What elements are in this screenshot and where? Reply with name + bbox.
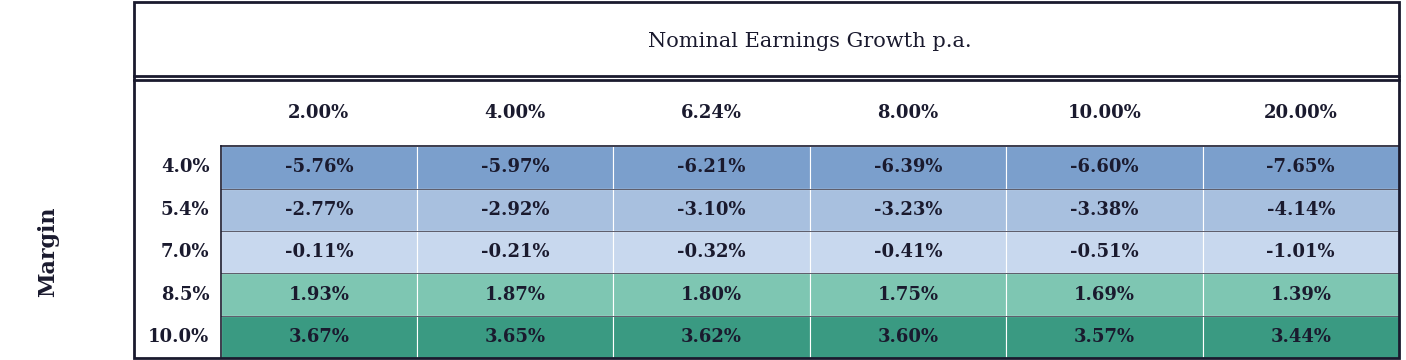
Bar [1202,316,1399,358]
Text: 3.57%: 3.57% [1074,328,1135,346]
Text: 1.39%: 1.39% [1270,285,1331,303]
Text: -6.60%: -6.60% [1070,158,1139,176]
Text: 8.00%: 8.00% [877,104,939,122]
Text: -2.92%: -2.92% [481,201,550,219]
Text: -1.01%: -1.01% [1267,243,1336,261]
Bar [1007,316,1202,358]
Bar [1202,273,1399,316]
Bar [1007,146,1202,189]
Text: Nominal Earnings Growth p.a.: Nominal Earnings Growth p.a. [648,32,972,50]
Bar [134,2,1399,80]
Bar [221,231,418,273]
Bar [221,316,418,358]
Bar [418,189,613,231]
Text: -5.97%: -5.97% [481,158,550,176]
Text: -0.11%: -0.11% [284,243,353,261]
Bar [221,146,418,189]
Bar [418,316,613,358]
Text: 8.5%: 8.5% [160,285,209,303]
Bar [1202,189,1399,231]
Text: 1.69%: 1.69% [1074,285,1135,303]
Text: 3.44%: 3.44% [1270,328,1331,346]
Text: 3.67%: 3.67% [288,328,350,346]
Text: -2.77%: -2.77% [284,201,353,219]
Bar [1007,231,1202,273]
Text: -0.21%: -0.21% [481,243,550,261]
Bar [221,189,418,231]
Bar [810,273,1007,316]
Text: 3.62%: 3.62% [681,328,742,346]
Bar [613,146,810,189]
Text: 1.93%: 1.93% [288,285,350,303]
Text: -0.32%: -0.32% [678,243,747,261]
Text: -6.21%: -6.21% [678,158,747,176]
Text: -3.23%: -3.23% [873,201,942,219]
Bar [1202,146,1399,189]
Bar [613,189,810,231]
Text: 1.87%: 1.87% [485,285,546,303]
Text: 10.0%: 10.0% [148,328,209,346]
Text: -7.65%: -7.65% [1267,158,1336,176]
Bar [810,146,1007,189]
Bar [134,80,1399,146]
Text: 6.24%: 6.24% [681,104,742,122]
Text: 4.00%: 4.00% [485,104,546,122]
Text: 1.80%: 1.80% [681,285,742,303]
Text: -4.14%: -4.14% [1267,201,1336,219]
Bar [613,273,810,316]
Text: -3.38%: -3.38% [1070,201,1139,219]
Bar [418,146,613,189]
Text: -0.41%: -0.41% [873,243,942,261]
Bar [613,231,810,273]
Text: 20.00%: 20.00% [1264,104,1337,122]
Bar [221,273,418,316]
Text: 10.00%: 10.00% [1067,104,1142,122]
Text: -0.51%: -0.51% [1070,243,1139,261]
Bar [613,316,810,358]
Bar [1007,273,1202,316]
Text: -3.10%: -3.10% [678,201,747,219]
Text: 5.4%: 5.4% [160,201,209,219]
Text: 1.75%: 1.75% [877,285,939,303]
Text: 2.00%: 2.00% [288,104,350,122]
Text: 4.0%: 4.0% [160,158,209,176]
Text: 3.65%: 3.65% [485,328,546,346]
Bar [810,231,1007,273]
Bar [810,316,1007,358]
Text: Margin: Margin [37,207,59,297]
Bar [1007,189,1202,231]
Text: -5.76%: -5.76% [284,158,353,176]
Text: -6.39%: -6.39% [873,158,942,176]
Bar [418,231,613,273]
Bar [810,189,1007,231]
Bar [418,273,613,316]
Bar [1202,231,1399,273]
Text: 7.0%: 7.0% [160,243,209,261]
Text: 3.60%: 3.60% [877,328,939,346]
